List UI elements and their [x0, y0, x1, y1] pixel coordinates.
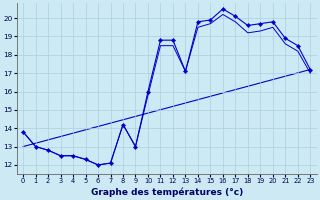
X-axis label: Graphe des températures (°c): Graphe des températures (°c) — [91, 187, 243, 197]
